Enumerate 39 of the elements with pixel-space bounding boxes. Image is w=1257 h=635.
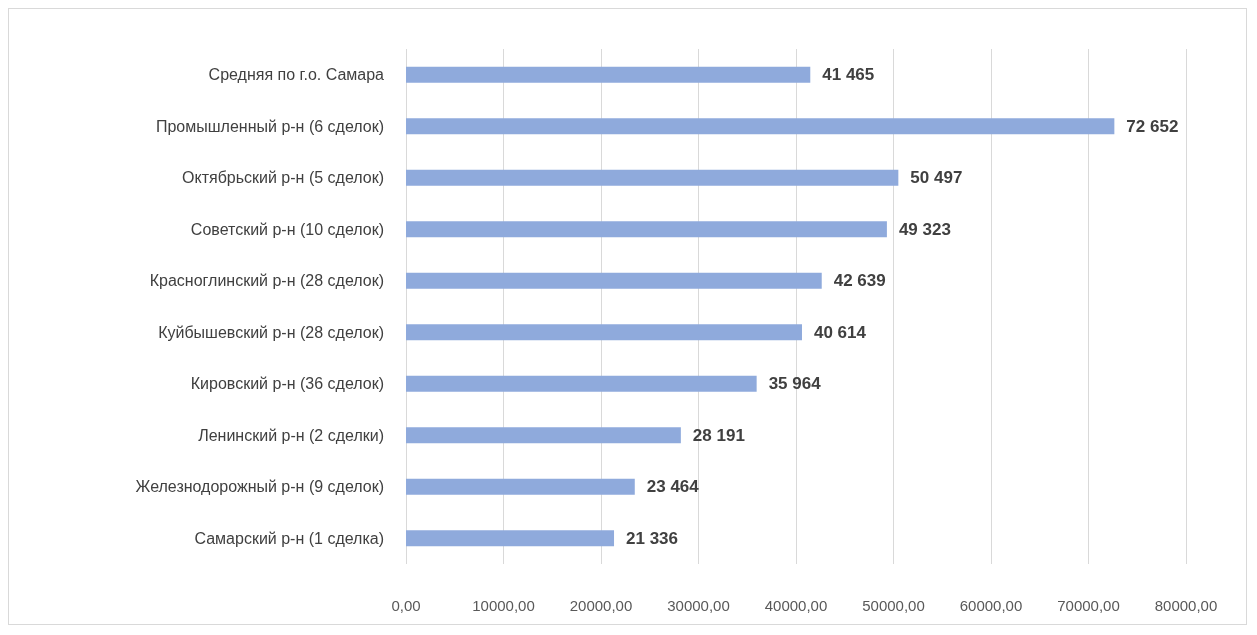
data-label: 23 464	[646, 477, 700, 497]
data-label: 50 497	[910, 168, 963, 188]
bar	[406, 324, 802, 341]
data-label: 49 323	[898, 219, 951, 239]
data-label: 28 191	[692, 425, 745, 445]
data-label: 21 336	[626, 528, 679, 548]
y-tick-label: Кировский р-н (36 сделок)	[190, 375, 384, 393]
x-tick-label: 60000,00	[959, 597, 1023, 614]
x-tick-label: 80000,00	[1154, 597, 1218, 614]
bar	[406, 118, 1115, 135]
y-tick-label: Куйбышевский р-н (28 сделок)	[158, 323, 384, 341]
y-tick-label: Железнодорожный р-н (9 сделок)	[135, 478, 384, 496]
y-tick-label: Промышленный р-н (6 сделок)	[155, 117, 384, 135]
x-tick-label: 40000,00	[764, 597, 828, 614]
y-tick-label: Октябрьский р-н (5 сделок)	[182, 169, 384, 187]
y-tick-label: Красноглинский р-н (28 сделок)	[149, 272, 384, 290]
y-tick-label: Советский р-н (10 сделок)	[190, 220, 384, 238]
data-label: 41 465	[822, 65, 875, 85]
bar	[406, 66, 811, 83]
bar	[406, 478, 635, 495]
y-tick-label: Самарский р-н (1 сделка)	[194, 529, 384, 547]
x-tick-label: 50000,00	[862, 597, 925, 614]
x-tick-label: 30000,00	[667, 597, 730, 614]
data-label: 72 652	[1126, 116, 1179, 136]
bar	[406, 272, 822, 289]
bar	[406, 221, 887, 238]
data-label: 40 614	[813, 322, 867, 342]
y-tick-label: Средняя по г.о. Самара	[208, 66, 385, 84]
bar	[406, 375, 757, 392]
x-tick-label: 10000,00	[472, 597, 535, 614]
data-label: 42 639	[833, 271, 886, 291]
bar	[406, 427, 681, 444]
bar	[406, 530, 615, 547]
bar	[406, 169, 899, 186]
y-tick-label: Ленинский р-н (2 сделки)	[198, 426, 384, 444]
x-tick-label: 70000,00	[1057, 597, 1120, 614]
x-tick-label: 20000,00	[569, 597, 633, 614]
data-label: 35 964	[768, 374, 822, 394]
x-tick-label: 0,00	[391, 597, 421, 614]
